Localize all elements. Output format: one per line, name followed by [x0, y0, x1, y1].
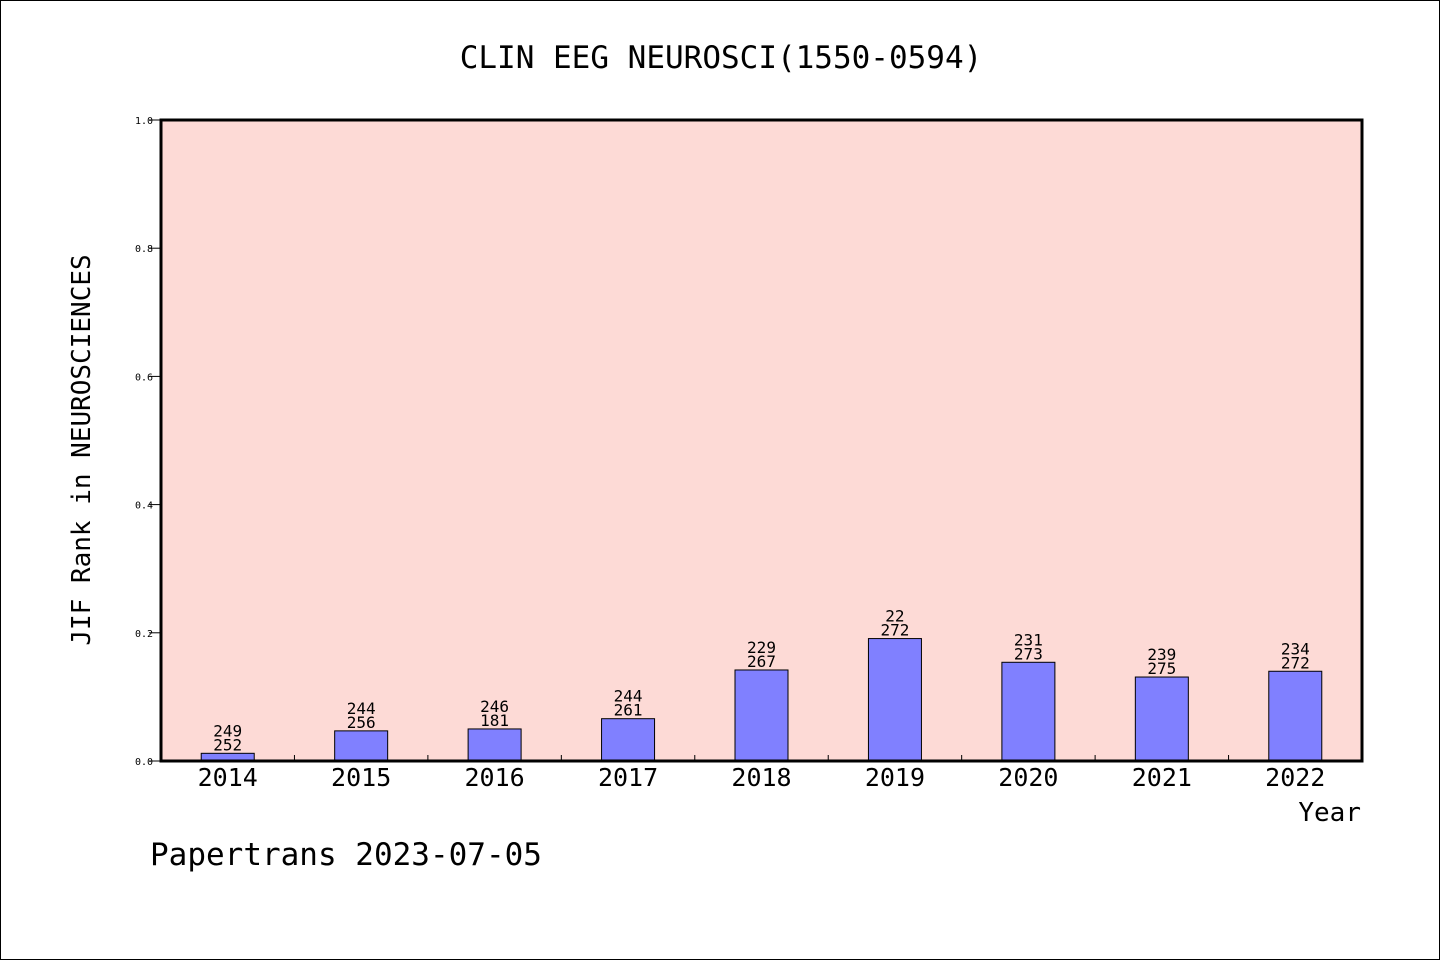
plot-frame	[159, 118, 1364, 763]
bar	[1001, 661, 1056, 762]
bar-label-bottom: 272	[1281, 653, 1310, 672]
bar	[1134, 676, 1189, 762]
bar	[734, 669, 789, 762]
y-axis-label: JIF Rank in NEUROSCIENCES	[67, 254, 97, 645]
bar-label-bottom: 261	[614, 701, 643, 720]
bar-label-bottom: 273	[1014, 644, 1043, 663]
bar-label-top: 246	[480, 697, 509, 716]
bar-series	[200, 638, 1323, 762]
y-axis: 0.0 0.2 0.4 0.6 0.8 1.0	[135, 116, 161, 768]
x-tick-label: 2017	[598, 763, 658, 792]
plot-area	[161, 120, 1362, 761]
bar	[867, 638, 922, 762]
bar-label-top: 231	[1014, 630, 1043, 649]
x-axis-label: Year	[1298, 798, 1361, 828]
x-tick-label: 2020	[998, 763, 1058, 792]
bar-label-top: 234	[1281, 639, 1310, 658]
x-tick-label: 2014	[198, 763, 258, 792]
bar-label-bottom: 275	[1147, 659, 1176, 678]
bar-label-top: 229	[747, 638, 776, 657]
bar-label-bottom: 267	[747, 652, 776, 671]
footer-credit: Papertrans 2023-07-05	[150, 837, 542, 873]
bar	[334, 730, 389, 762]
chart-title: CLIN EEG NEUROSCI(1550-0594)	[460, 40, 983, 76]
bar-label-bottom: 252	[213, 735, 242, 754]
y-tick-label: 0.4	[135, 501, 153, 512]
bar	[467, 728, 522, 762]
bar-label-top: 22	[885, 607, 904, 626]
bar-labels: 2492522442562461812442612292672227223127…	[213, 607, 1309, 755]
bar-label-bottom: 256	[347, 713, 376, 732]
bar	[1268, 670, 1323, 762]
bar-label-bottom: 272	[880, 621, 909, 640]
x-tick-label: 2015	[331, 763, 391, 792]
bar-label-top: 244	[347, 699, 376, 718]
y-tick-label: 1.0	[135, 116, 153, 127]
bar-label-bottom: 181	[480, 711, 509, 730]
x-tick-label: 2022	[1265, 763, 1325, 792]
y-tick-label: 0.2	[135, 629, 153, 640]
x-axis: 2014 2015 2016 2017 2018 2019 2020 2021 2022	[198, 755, 1325, 792]
y-tick-label: 0.6	[135, 372, 153, 383]
bar-label-top: 244	[614, 687, 643, 706]
y-tick-label: 0.8	[135, 244, 153, 255]
y-tick-label: 0.0	[135, 757, 153, 768]
x-tick-label: 2021	[1132, 763, 1192, 792]
bar-label-top: 239	[1147, 645, 1176, 664]
x-tick-label: 2019	[865, 763, 925, 792]
x-tick-label: 2018	[731, 763, 791, 792]
bar	[601, 718, 656, 762]
x-tick-label: 2016	[465, 763, 525, 792]
bar-label-top: 249	[213, 721, 242, 740]
